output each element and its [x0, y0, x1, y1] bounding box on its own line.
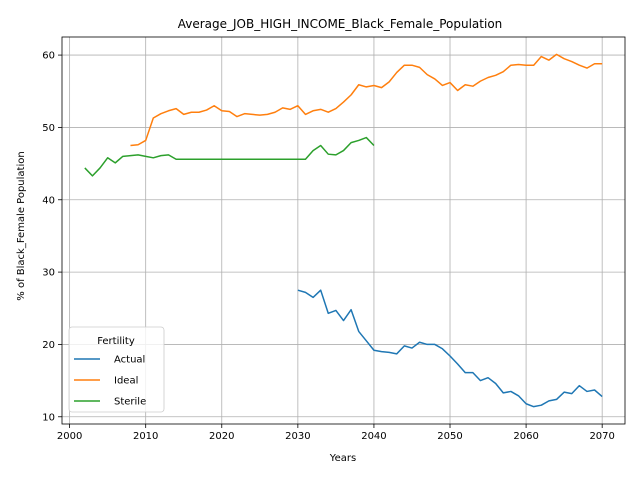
x-tick-label: 2050: [437, 431, 462, 442]
x-axis-label: Years: [329, 453, 356, 464]
series-line-actual: [297, 289, 603, 408]
x-tick-label: 2070: [589, 431, 614, 442]
legend-label-sterile: Sterile: [114, 397, 146, 408]
y-tick-label: 40: [42, 195, 55, 206]
y-tick-label: 50: [42, 123, 55, 134]
legend-label-ideal: Ideal: [114, 376, 138, 387]
x-tick-label: 2000: [57, 431, 82, 442]
x-tick-label: 2060: [513, 431, 538, 442]
legend-title: Fertility: [97, 336, 135, 347]
series-lines: [84, 53, 603, 408]
plot-area-frame: [61, 36, 626, 425]
chart-title: Average_JOB_HIGH_INCOME_Black_Female_Pop…: [178, 17, 503, 31]
x-tick-label: 2010: [133, 431, 158, 442]
legend-box: [68, 326, 165, 413]
y-tick-label: 30: [42, 268, 55, 279]
legend: Fertility Actual Ideal Sterile: [68, 326, 165, 413]
x-tick-label: 2020: [209, 431, 234, 442]
y-tick-label: 10: [42, 412, 55, 423]
grid: [62, 37, 625, 424]
y-axis-label: % of Black_Female Population: [16, 151, 27, 300]
axis-ticks: 2000 2010 2020 2030 2040 2050 2060 207010203040…: [42, 51, 615, 442]
y-tick-label: 60: [42, 51, 55, 62]
series-line-ideal: [130, 53, 603, 147]
x-tick-label: 2030: [285, 431, 310, 442]
series-line-sterile: [84, 136, 375, 177]
y-tick-label: 20: [42, 340, 55, 351]
x-tick-label: 2040: [361, 431, 386, 442]
legend-label-actual: Actual: [114, 355, 145, 366]
